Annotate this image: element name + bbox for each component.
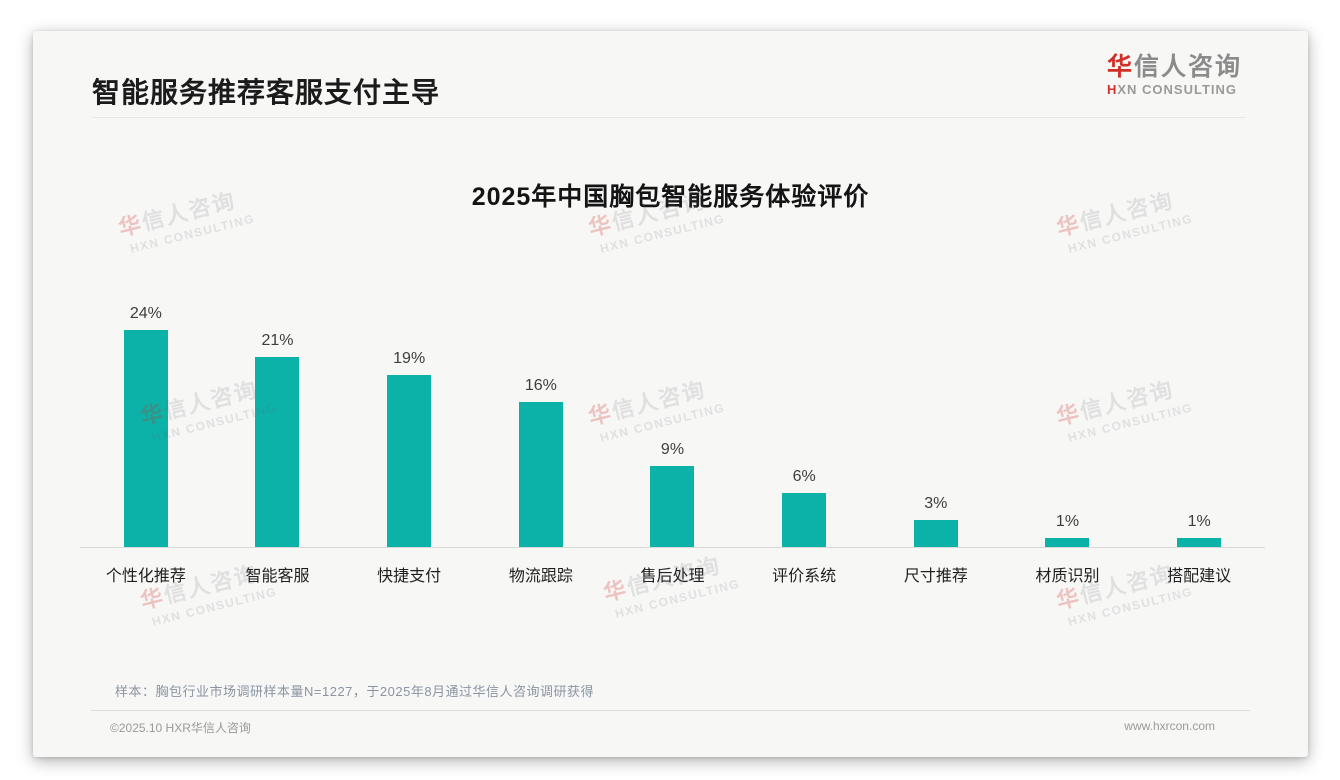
bar-column: 9% (607, 441, 739, 547)
bar (650, 465, 695, 547)
x-axis-labels: 个性化推荐 智能客服 快捷支付 物流跟踪 售后处理 评价系统 尺寸推荐 材质识别 搭配建议 (80, 562, 1265, 586)
x-axis-category-label: 尺寸推荐 (903, 568, 968, 585)
brand-watermark: 华信人咨询 HXN CONSULTING (1054, 560, 1195, 629)
logo-en-accent: H (1106, 81, 1118, 97)
bar-value-label: 19% (393, 350, 426, 368)
x-axis-category-label: 售后处理 (640, 568, 705, 585)
x-axis-category-label: 智能客服 (245, 568, 310, 585)
bar-column: 1% (1133, 513, 1265, 547)
bar-value-label: 3% (924, 494, 948, 512)
bar-column: 16% (475, 377, 607, 547)
logo-chinese-name: 华信人咨询 (1107, 53, 1242, 82)
bar-value-label: 1% (1055, 512, 1080, 530)
plot-area: 24% 21% 19% 16% 9% 6% 3% 1% 1% (80, 281, 1265, 548)
footer-copyright: ©2025.10 HXR华信人咨询 (110, 721, 251, 735)
x-axis-category-label: 个性化推荐 (105, 568, 186, 585)
bar-column: 21% (212, 332, 344, 547)
bar (255, 356, 300, 547)
bar-column: 24% (80, 305, 212, 547)
chart-title: 2025年中国胸包智能服务体验评价 (471, 183, 870, 211)
logo-english-name: HXN CONSULTING (1107, 82, 1242, 97)
sample-footnote: 样本：胸包行业市场调研样本量N=1227，于2025年8月通过华信人咨询调研获得 (115, 684, 595, 699)
x-axis-category-label: 快捷支付 (377, 568, 442, 585)
bar (913, 519, 958, 547)
bar-column: 6% (738, 468, 870, 547)
bar (1177, 537, 1222, 547)
footer-bar: ©2025.10 HXR华信人咨询 www.hxrcon.com (110, 719, 1215, 736)
x-axis-category-label: 材质识别 (1035, 568, 1100, 585)
bar-value-label: 9% (660, 440, 685, 458)
bar (518, 402, 563, 547)
report-slide: 智能服务推荐客服支付主导 华信人咨询 HXN CONSULTING 2025年中… (33, 31, 1308, 757)
brand-watermark: 华信人咨询 HXN CONSULTING (138, 560, 279, 629)
bar-column: 3% (870, 495, 1002, 547)
footer-website: www.hxrcon.com (1124, 719, 1215, 733)
bar (1045, 537, 1090, 547)
bar-column: 1% (1002, 513, 1134, 547)
logo-cn-rest: 信人咨询 (1133, 53, 1242, 81)
header-divider (92, 117, 1246, 118)
bar (123, 329, 168, 547)
footer-divider (91, 710, 1250, 711)
x-axis-category-label: 搭配建议 (1167, 568, 1232, 585)
x-axis-category-label: 物流跟踪 (508, 568, 573, 585)
bar (782, 492, 827, 547)
logo-en-rest: XN CONSULTING (1117, 81, 1238, 97)
bar-column: 19% (343, 350, 475, 547)
bar-value-label: 6% (792, 467, 816, 485)
bar-value-label: 16% (524, 377, 557, 395)
company-logo: 华信人咨询 HXN CONSULTING (1107, 53, 1242, 97)
page-title: 智能服务推荐客服支付主导 (92, 77, 441, 108)
bar-value-label: 24% (129, 304, 162, 322)
x-axis-category-label: 评价系统 (772, 568, 837, 585)
bar-value-label: 21% (261, 331, 294, 349)
logo-cn-accent: 华 (1106, 53, 1134, 81)
bar (387, 375, 432, 547)
bar-value-label: 1% (1187, 512, 1211, 530)
